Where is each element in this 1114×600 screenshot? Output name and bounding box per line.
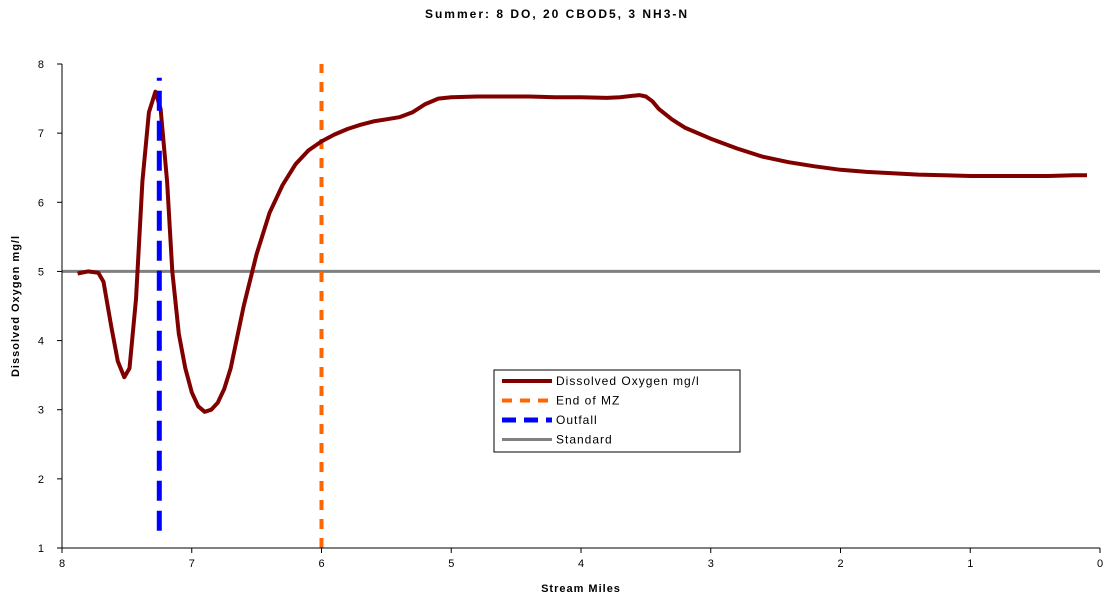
x-tick-label: 2 xyxy=(837,558,843,570)
chart-title: Summer: 8 DO, 20 CBOD5, 3 NH3-N xyxy=(425,7,689,21)
legend-label: Standard xyxy=(556,433,613,447)
y-tick-label: 7 xyxy=(38,128,44,140)
x-tick-label: 8 xyxy=(59,558,65,570)
y-tick-label: 1 xyxy=(38,543,44,555)
legend-label: Dissolved Oxygen mg/l xyxy=(556,374,700,388)
x-tick-label: 4 xyxy=(578,558,584,570)
x-ticks: 8 7 6 5 4 3 2 1 0 xyxy=(59,548,1103,570)
x-tick-label: 6 xyxy=(318,558,324,570)
legend-label: End of MZ xyxy=(556,394,620,408)
y-ticks: 1 2 3 4 5 6 7 8 xyxy=(38,59,62,555)
y-tick-label: 3 xyxy=(38,405,44,417)
series-dissolved-oxygen xyxy=(77,89,1087,414)
x-axis-title: Stream Miles xyxy=(541,583,621,595)
x-tick-label: 3 xyxy=(708,558,714,570)
x-tick-label: 7 xyxy=(189,558,195,570)
x-tick-label: 0 xyxy=(1097,558,1103,570)
y-tick-label: 8 xyxy=(38,59,44,71)
y-axis-title: Dissolved Oxygen mg/l xyxy=(10,235,22,377)
x-tick-label: 1 xyxy=(967,558,973,570)
y-tick-label: 2 xyxy=(38,474,44,486)
y-tick-label: 5 xyxy=(38,266,44,278)
y-tick-label: 4 xyxy=(38,336,44,348)
y-tick-label: 6 xyxy=(38,197,44,209)
x-tick-label: 5 xyxy=(448,558,454,570)
legend-label: Outfall xyxy=(556,413,598,427)
plot-area xyxy=(62,64,1100,548)
legend: Dissolved Oxygen mg/l End of MZ Outfall Sta… xyxy=(493,369,741,453)
